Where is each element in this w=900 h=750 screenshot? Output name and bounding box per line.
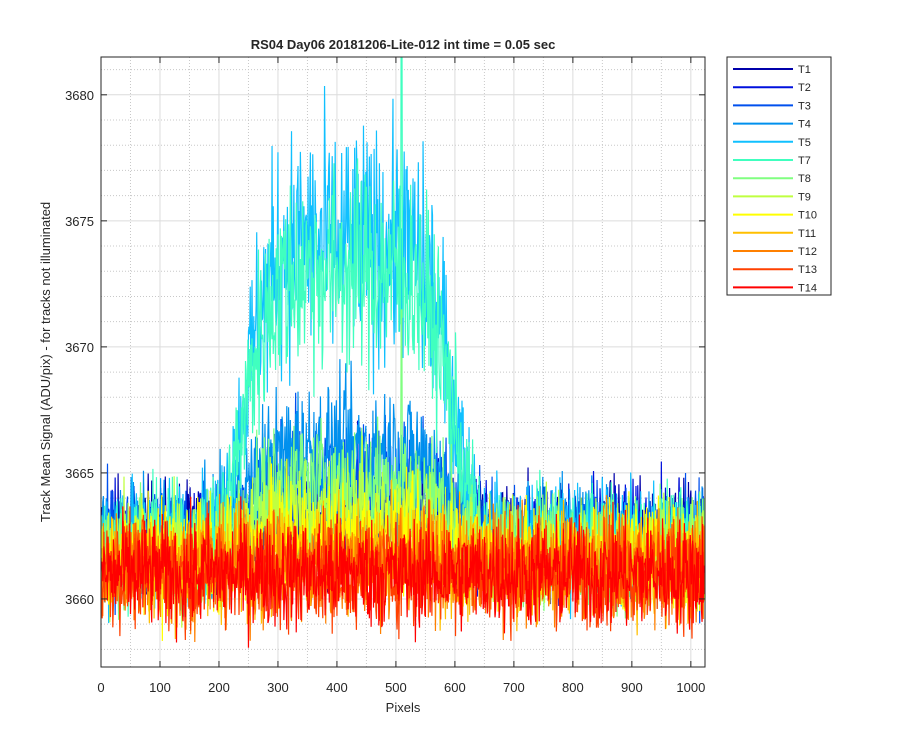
x-tick-label: 0	[97, 680, 104, 695]
x-axis-label: Pixels	[386, 700, 421, 715]
x-tick-label: 200	[208, 680, 230, 695]
x-tick-label: 400	[326, 680, 348, 695]
x-tick-label: 900	[621, 680, 643, 695]
legend-label-t13: T13	[798, 264, 817, 276]
x-tick-labels: 0 100 200 300 400 500 600 700 800 900 1000	[97, 680, 705, 695]
legend-label-t9: T9	[798, 191, 811, 203]
legend-box	[726, 56, 832, 296]
chart-title: RS04 Day06 20181206-Lite-012 int time = …	[251, 37, 556, 52]
legend-label-t11: T11	[798, 228, 816, 240]
legend-label-t12: T12	[798, 246, 817, 258]
series-line-t14	[101, 496, 705, 648]
legend-label-t5: T5	[798, 137, 811, 149]
x-tick-label: 700	[503, 680, 525, 695]
y-tick-labels: 3660 3665 3670 3675 3680	[65, 88, 94, 607]
y-tick-label: 3660	[65, 592, 94, 607]
legend-label-t7: T7	[798, 155, 811, 167]
series-layer	[101, 57, 705, 648]
y-tick-label: 3675	[65, 214, 94, 229]
x-tick-label: 100	[149, 680, 171, 695]
legend-label-t2: T2	[798, 82, 811, 94]
x-tick-label: 600	[444, 680, 466, 695]
axes-box	[100, 56, 706, 668]
y-axis-label: Track Mean Signal (ADU/pix) - for tracks…	[38, 202, 53, 522]
legend-label-t14: T14	[798, 282, 817, 294]
x-tick-label: 300	[267, 680, 289, 695]
y-tick-label: 3680	[65, 88, 94, 103]
legend-label-t10: T10	[798, 210, 817, 222]
y-tick-label: 3665	[65, 466, 94, 481]
legend: T1 T2 T3 T4 T5 T7 T8 T9 T10 T11 T12 T13 T14	[726, 56, 832, 296]
x-tick-label: 800	[562, 680, 584, 695]
x-tick-label: 1000	[676, 680, 705, 695]
legend-label-t3: T3	[798, 100, 811, 112]
legend-items: T1 T2 T3 T4 T5 T7 T8 T9 T10 T11 T12 T13 T14	[733, 64, 817, 294]
legend-label-t1: T1	[798, 64, 811, 76]
x-tick-label: 500	[385, 680, 407, 695]
y-tick-label: 3670	[65, 340, 94, 355]
ticks	[100, 57, 705, 667]
legend-label-t4: T4	[798, 119, 811, 131]
legend-label-t8: T8	[798, 173, 811, 185]
